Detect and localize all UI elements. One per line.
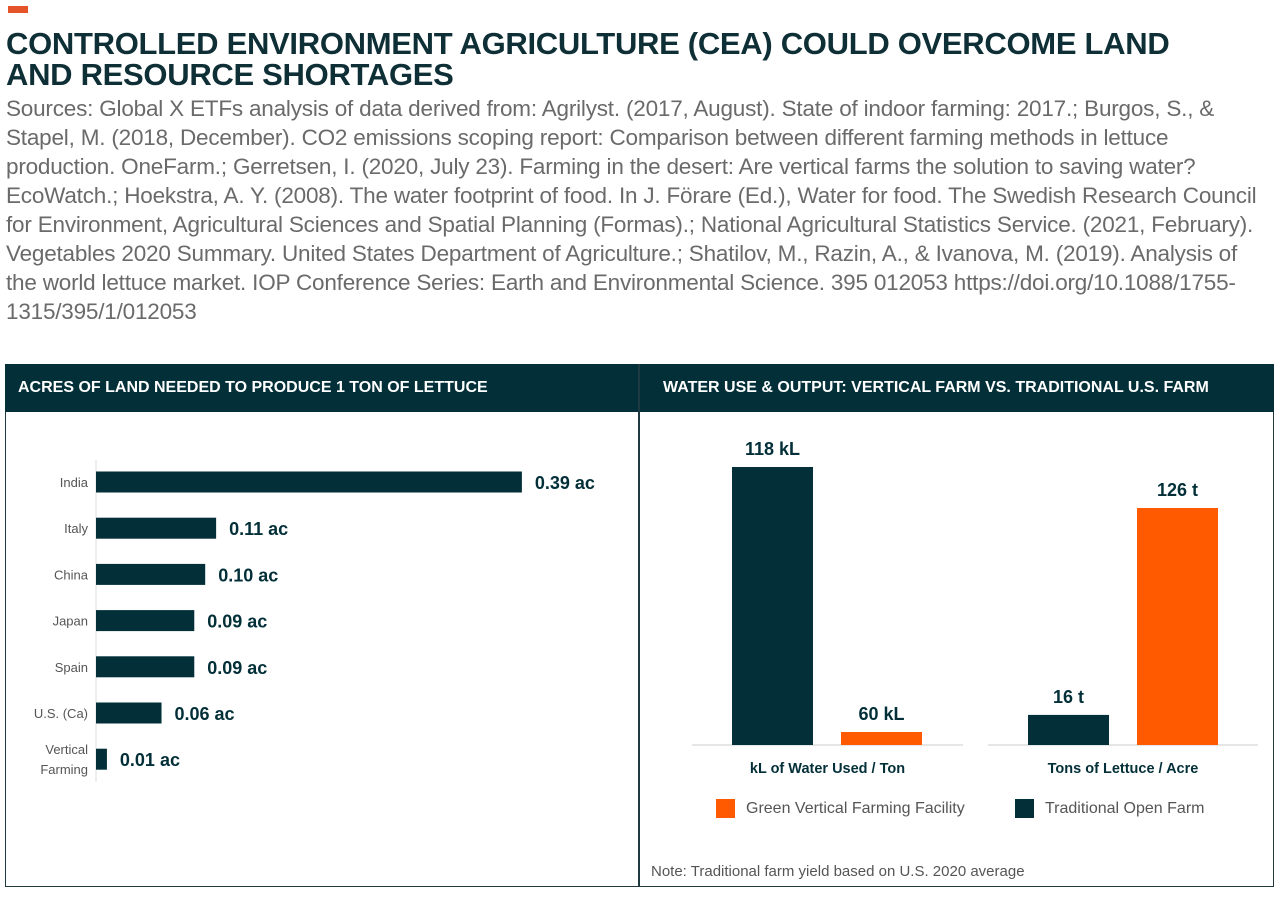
- bar-vertical: [1137, 508, 1218, 745]
- panel-divider: [638, 364, 640, 887]
- category-label: Japan: [53, 614, 88, 629]
- category-label: Vertical: [45, 742, 88, 757]
- category-label: Tons of Lettuce / Acre: [1048, 761, 1199, 777]
- legend-item-traditional: Traditional Open Farm: [1015, 799, 1204, 818]
- category-label: India: [60, 475, 89, 490]
- sources-text: Sources: Global X ETFs analysis of data …: [6, 96, 1257, 324]
- legend-label: Traditional Open Farm: [1045, 799, 1205, 817]
- value-label: 118 kL: [745, 439, 800, 459]
- value-label: 16 t: [1053, 687, 1084, 707]
- category-label: Italy: [64, 521, 88, 536]
- bar-japan: [96, 610, 195, 632]
- value-label: 0.06 ac: [175, 704, 235, 724]
- value-label: 126 t: [1157, 480, 1198, 500]
- value-label: 0.10 ac: [218, 565, 278, 585]
- bar-india: [96, 471, 522, 493]
- bar-china: [96, 563, 206, 585]
- legend-swatch-orange: [716, 799, 735, 818]
- category-label: Farming: [40, 762, 88, 777]
- legend-item-vertical: Green Vertical Farming Facility: [716, 799, 965, 818]
- category-label: U.S. (Ca): [34, 706, 88, 721]
- right-chart-title: WATER USE & OUTPUT: VERTICAL FARM VS. TR…: [639, 364, 1274, 412]
- value-label: 0.09 ac: [207, 612, 267, 632]
- bar-u-s-ca-: [96, 702, 162, 724]
- category-label: kL of Water Used / Ton: [750, 761, 905, 777]
- category-label: Spain: [55, 660, 88, 675]
- legend-swatch-dark: [1015, 799, 1034, 818]
- page-title: CONTROLLED ENVIRONMENT AGRICULTURE (CEA)…: [6, 26, 1170, 92]
- bar-traditional: [732, 467, 813, 745]
- chart-note: Note: Traditional farm yield based on U.…: [651, 863, 1025, 880]
- value-label: 0.01 ac: [120, 750, 180, 770]
- left-chart-title: ACRES OF LAND NEEDED TO PRODUCE 1 TON OF…: [5, 364, 639, 412]
- value-label: 0.39 ac: [535, 473, 595, 493]
- accent-bar: [8, 6, 28, 13]
- legend-label: Green Vertical Farming Facility: [746, 799, 965, 817]
- bar-italy: [96, 517, 217, 539]
- value-label: 0.09 ac: [207, 658, 267, 678]
- category-label: China: [54, 567, 89, 582]
- bar-vertical-farming: [96, 748, 107, 770]
- bar-vertical: [841, 732, 922, 745]
- bar-spain: [96, 656, 195, 678]
- value-label: 0.11 ac: [229, 519, 288, 539]
- bar-traditional: [1028, 714, 1109, 745]
- value-label: 60 kL: [858, 704, 904, 724]
